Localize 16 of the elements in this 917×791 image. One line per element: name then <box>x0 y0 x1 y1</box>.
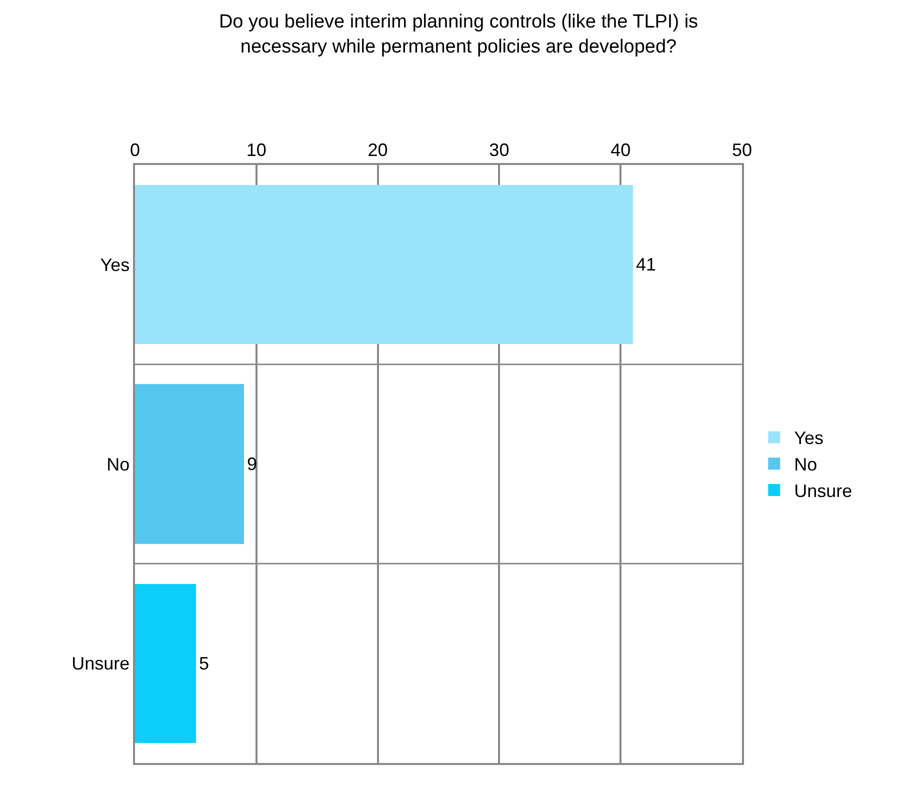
x-tick-label: 10 <box>246 140 266 160</box>
y-tick-label: Yes <box>100 254 130 275</box>
legend-label: No <box>794 454 818 475</box>
x-tick-label: 30 <box>489 140 510 160</box>
legend-label: Unsure <box>794 481 852 502</box>
y-tick-label: Unsure <box>72 654 130 674</box>
x-tick-label: 50 <box>732 140 752 160</box>
data-label: 9 <box>247 454 258 474</box>
y-tick-label: No <box>106 454 130 474</box>
x-tick-label: 40 <box>610 140 631 160</box>
chart-title: Do you believe interim planning controls (like the TLPI) is necessary while permanent policies are developed? <box>218 12 698 58</box>
data-label: 41 <box>636 254 656 274</box>
x-tick-label: 20 <box>368 140 388 160</box>
data-label: 5 <box>199 654 210 674</box>
x-tick-label: 0 <box>130 140 140 160</box>
legend-label: Yes <box>794 428 824 448</box>
